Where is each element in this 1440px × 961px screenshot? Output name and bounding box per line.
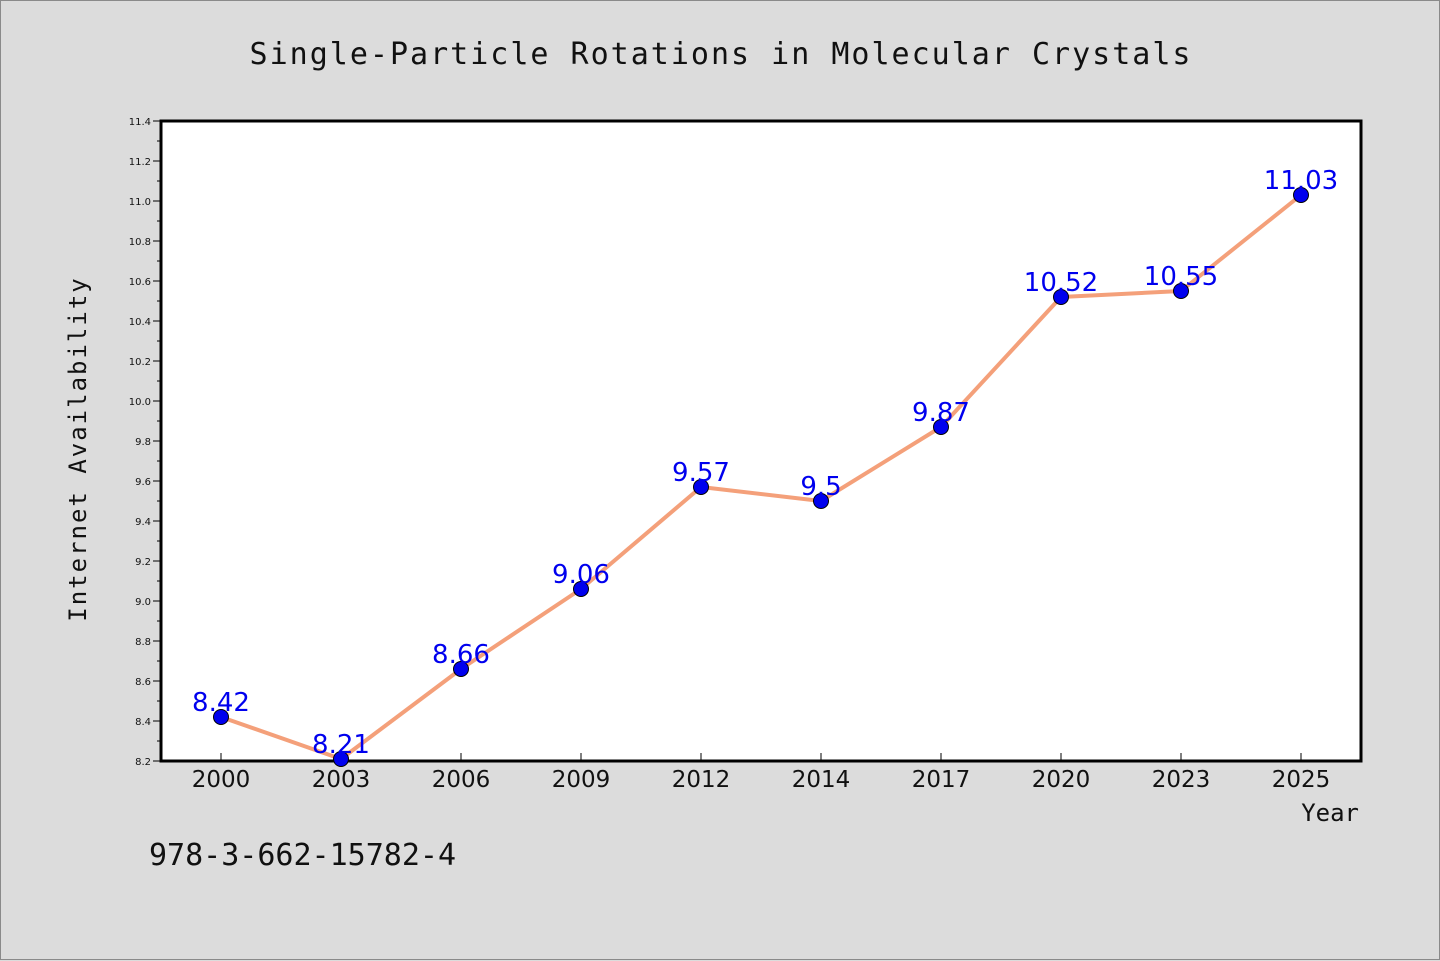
y-tick-label: 10.6	[129, 277, 151, 288]
x-tick-label: 2023	[1152, 767, 1211, 793]
y-tick-label: 8.4	[135, 717, 151, 728]
series-line	[220, 193, 1303, 761]
y-tick-label: 9.2	[135, 557, 151, 568]
y-tick-label: 11.4	[129, 117, 151, 128]
x-tick-label: 2020	[1032, 767, 1091, 793]
data-label: 9.87	[912, 398, 970, 428]
y-tick-label: 8.8	[135, 637, 151, 648]
y-tick-label: 8.6	[135, 677, 151, 688]
x-tick-label: 2000	[192, 767, 251, 793]
data-label: 10.55	[1144, 262, 1218, 292]
x-axis-ticks: 2000 2003 2006 2009 2012 2014 2017 2020 2023 2025	[192, 753, 1331, 793]
y-tick-label: 9.6	[135, 477, 151, 488]
data-label: 11.03	[1264, 166, 1338, 196]
x-tick-label: 2025	[1272, 767, 1331, 793]
x-tick-label: 2009	[552, 767, 611, 793]
x-tick-label: 2017	[912, 767, 971, 793]
data-point	[1173, 283, 1189, 299]
data-label: 8.66	[432, 640, 490, 670]
data-labels: 8.42 8.21 8.66 9.06 9.57 9.5 9.87 10.52 10.55 11.…	[192, 166, 1338, 760]
data-point	[813, 493, 829, 509]
data-label: 9.06	[552, 560, 610, 590]
data-point	[933, 419, 949, 435]
plot-area	[159, 119, 1363, 763]
data-point	[1293, 187, 1309, 203]
y-axis-ticks: 8.2 8.4 8.6 8.8 9.0 9.2 9.4 9.6 9.8 10.0 10.2 10.4 1…	[129, 117, 161, 768]
data-point	[213, 709, 229, 725]
data-label: 8.42	[192, 688, 250, 718]
x-tick-label: 2012	[672, 767, 731, 793]
isbn-text: 978-3-662-15782-4	[149, 838, 456, 873]
y-tick-label: 8.2	[135, 757, 151, 768]
y-tick-label: 11.2	[129, 157, 151, 168]
y-tick-label: 10.0	[129, 397, 151, 408]
y-axis-label: Internet Availability	[64, 276, 92, 621]
data-label: 9.5	[800, 472, 841, 502]
x-axis-label: Year	[1301, 799, 1359, 827]
data-point	[573, 581, 589, 597]
data-point	[693, 479, 709, 495]
y-tick-label: 10.8	[129, 237, 151, 248]
x-tick-label: 2003	[312, 767, 371, 793]
y-tick-label: 10.2	[129, 357, 151, 368]
y-tick-label: 10.4	[129, 317, 151, 328]
x-tick-label: 2006	[432, 767, 491, 793]
chart-title: Single-Particle Rotations in Molecular C…	[250, 37, 1193, 72]
data-label: 10.52	[1024, 268, 1098, 298]
data-point	[333, 751, 349, 767]
y-tick-label: 9.8	[135, 437, 151, 448]
data-point	[1053, 289, 1069, 305]
y-tick-label: 9.0	[135, 597, 151, 608]
data-point	[453, 661, 469, 677]
y-tick-label: 11.0	[129, 197, 151, 208]
data-label: 9.57	[672, 458, 730, 488]
y-tick-label: 9.4	[135, 517, 151, 528]
series-group	[213, 187, 1309, 767]
data-label: 8.21	[312, 730, 370, 760]
x-tick-label: 2014	[792, 767, 851, 793]
